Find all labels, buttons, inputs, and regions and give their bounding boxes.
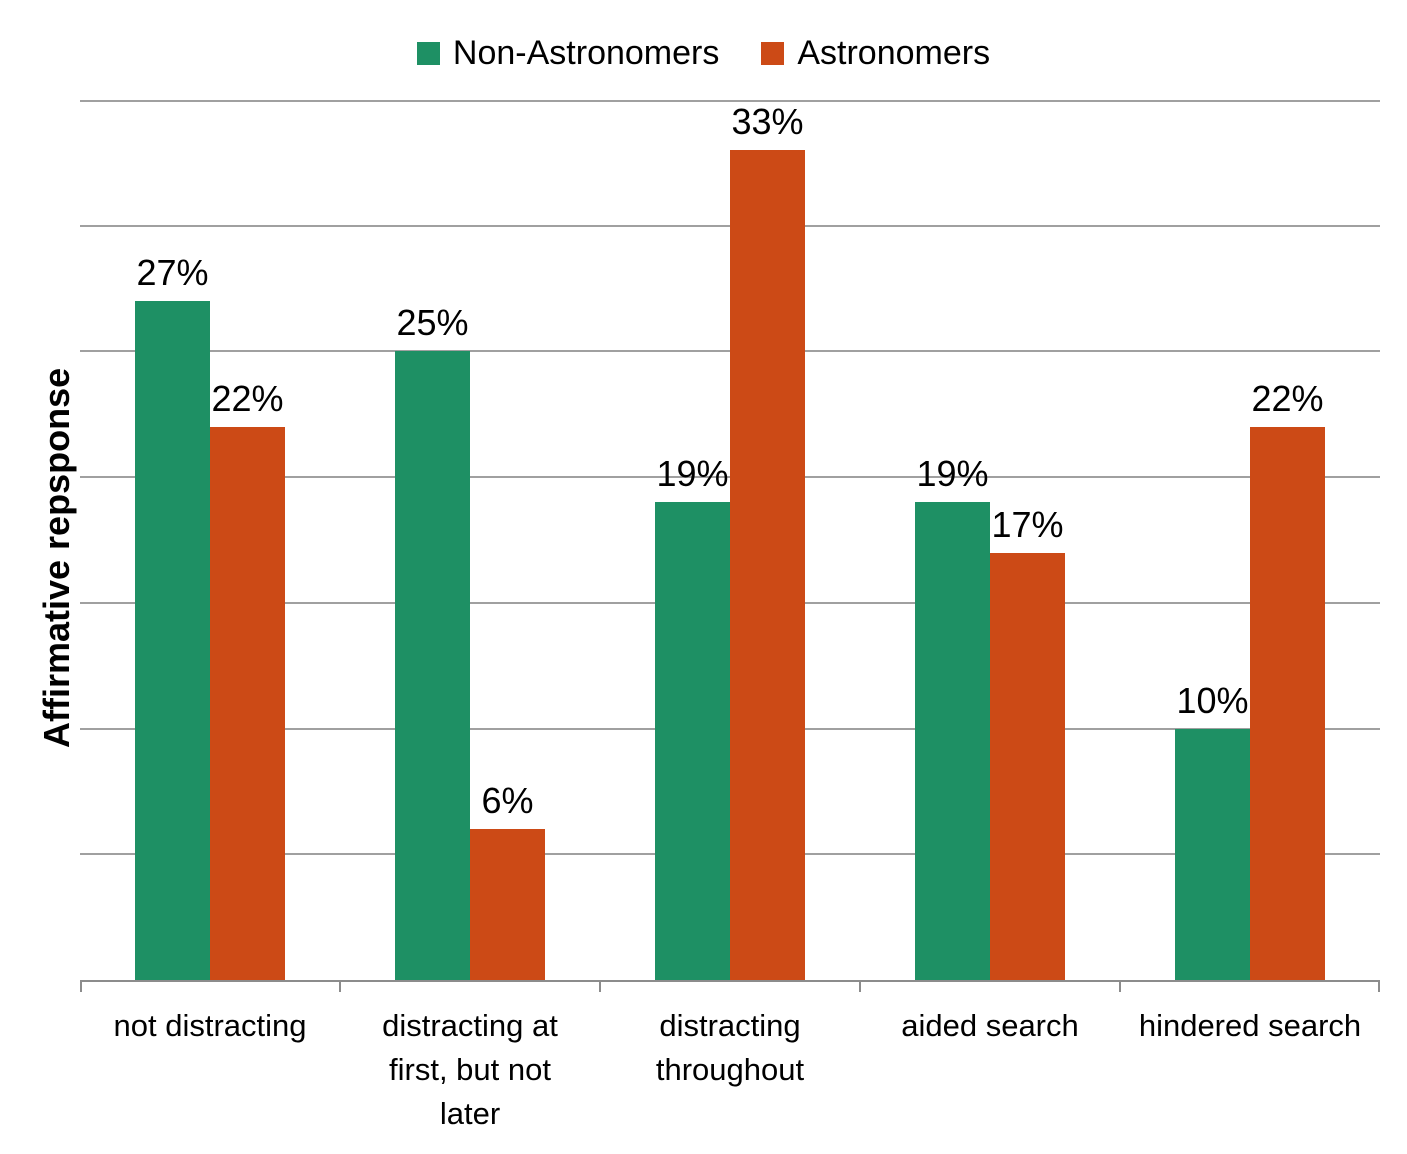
gridline — [80, 100, 1380, 102]
bar-non-astronomers-2 — [655, 502, 730, 980]
bar-non-astronomers-4 — [1175, 729, 1250, 980]
bar-value-label: 19% — [916, 453, 989, 494]
x-axis-tick — [599, 980, 601, 992]
legend-item-non-astronomers: Non-Astronomers — [416, 34, 720, 72]
bar-non-astronomers-0 — [135, 301, 210, 980]
legend: Non-Astronomers Astronomers — [0, 36, 1407, 70]
bar-value-label: 22% — [211, 378, 284, 419]
category-label-0: not distracting — [80, 1004, 340, 1136]
category-label-1: distracting at first, but not later — [340, 1004, 600, 1136]
bar-astronomers-4 — [1250, 427, 1325, 980]
x-axis-tick — [859, 980, 861, 992]
legend-label: Non-Astronomers — [452, 34, 720, 72]
bar-value-label: 22% — [1251, 378, 1324, 419]
bar-non-astronomers-3 — [915, 502, 990, 980]
category-label-line: throughout — [655, 1052, 805, 1088]
bar-astronomers-1 — [470, 829, 545, 980]
legend-item-astronomers: Astronomers — [761, 36, 990, 70]
bar-astronomers-2 — [730, 150, 805, 980]
category-label-line: not distracting — [113, 1008, 307, 1043]
bar-value-label: 19% — [656, 453, 729, 494]
bar-value-label: 25% — [396, 302, 469, 343]
x-axis-tick — [1119, 980, 1121, 992]
bar-value-label: 10% — [1176, 680, 1249, 721]
bar-value-label: 6% — [481, 780, 534, 821]
bar-value-label: 27% — [136, 252, 209, 293]
bar-astronomers-0 — [210, 427, 285, 980]
category-label-4: hindered search — [1120, 1004, 1380, 1136]
legend-swatch-astronomers — [761, 41, 785, 65]
x-axis-tick — [339, 980, 341, 992]
legend-label: Astronomers — [797, 34, 991, 72]
x-axis-tick — [80, 980, 82, 992]
category-label-3: aided search — [860, 1004, 1120, 1136]
bar-astronomers-3 — [990, 553, 1065, 980]
category-label-line: aided search — [901, 1008, 1079, 1043]
bar-value-label: 17% — [991, 504, 1064, 545]
y-axis-title: Affirmative repsponse — [36, 367, 77, 748]
category-label-line: hindered search — [1138, 1008, 1362, 1043]
legend-swatch-non-astronomers — [416, 41, 440, 65]
category-label-line: distracting at — [382, 1008, 558, 1043]
x-axis-tick — [1378, 980, 1380, 992]
category-label-line: later — [439, 1096, 501, 1132]
plot-area: 27% 22% 25% 6% 19% 33% 19% 17% 10% 22% — [80, 100, 1380, 992]
category-label-line: distracting — [659, 1008, 801, 1043]
bar-non-astronomers-1 — [395, 351, 470, 980]
category-label-2: distracting throughout — [600, 1004, 860, 1136]
x-axis-labels: not distracting distracting at first, but … — [80, 1004, 1380, 1136]
category-label-line: first, but not — [389, 1052, 551, 1088]
bar-value-label: 33% — [731, 101, 804, 142]
